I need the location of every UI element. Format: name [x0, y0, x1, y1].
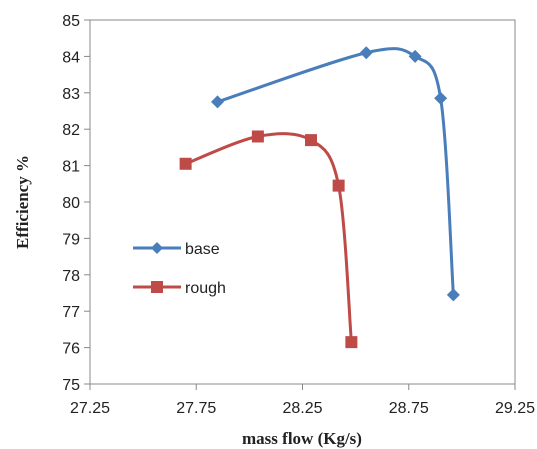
- plot-frame: [89, 19, 516, 385]
- x-axis-tick-label: 28.75: [389, 400, 429, 417]
- y-axis-tick-label: 81: [62, 159, 80, 176]
- data-point-base: [408, 49, 422, 63]
- data-point-rough: [332, 179, 345, 192]
- y-axis-title: Efficiency %: [13, 155, 32, 249]
- x-axis-tick-label: 28.25: [282, 400, 322, 417]
- y-axis-ticks: [84, 19, 90, 385]
- y-axis-tick-label: 84: [62, 49, 80, 66]
- x-axis-tick-labels: 27.25 27.75 28.25 28.75 29.25: [70, 400, 535, 417]
- y-axis-tick-label: 85: [62, 13, 80, 30]
- legend-label-rough: rough: [185, 280, 226, 297]
- y-axis-tick-label: 78: [62, 268, 80, 285]
- x-axis-tick-label: 27.75: [176, 400, 216, 417]
- legend-item-rough: rough: [133, 280, 226, 297]
- legend-label-base: base: [185, 241, 220, 258]
- series-points-rough: [179, 130, 358, 349]
- data-point-base: [434, 91, 448, 105]
- legend: base rough: [133, 241, 226, 297]
- y-axis-tick-label: 77: [62, 304, 80, 321]
- y-axis-tick-label: 75: [62, 377, 80, 394]
- data-point-base: [446, 288, 460, 302]
- x-axis-tick-label: 29.25: [495, 400, 535, 417]
- data-point-rough: [251, 130, 264, 143]
- y-axis-tick-labels: 75 76 77 78 79 80 81 82 83 84 85: [62, 13, 80, 394]
- y-axis-tick-label: 83: [62, 86, 80, 103]
- legend-marker-base: [151, 242, 163, 254]
- data-point-rough: [345, 336, 358, 349]
- legend-marker-rough: [151, 281, 163, 293]
- y-axis-tick-label: 82: [62, 122, 80, 139]
- legend-item-base: base: [133, 241, 220, 258]
- data-point-rough: [305, 134, 317, 147]
- data-point-base: [359, 46, 373, 60]
- x-axis-ticks: [89, 384, 516, 390]
- x-axis-tick-label: 27.25: [70, 400, 110, 417]
- data-point-base: [211, 95, 224, 109]
- data-point-rough: [179, 157, 192, 170]
- y-axis-tick-label: 80: [62, 195, 80, 212]
- series-points-base: [211, 46, 460, 302]
- y-axis-tick-label: 79: [62, 231, 80, 248]
- series-line-rough: [184, 132, 353, 344]
- y-axis-tick-label: 76: [62, 341, 80, 358]
- x-axis-title: mass flow (Kg/s): [242, 429, 362, 448]
